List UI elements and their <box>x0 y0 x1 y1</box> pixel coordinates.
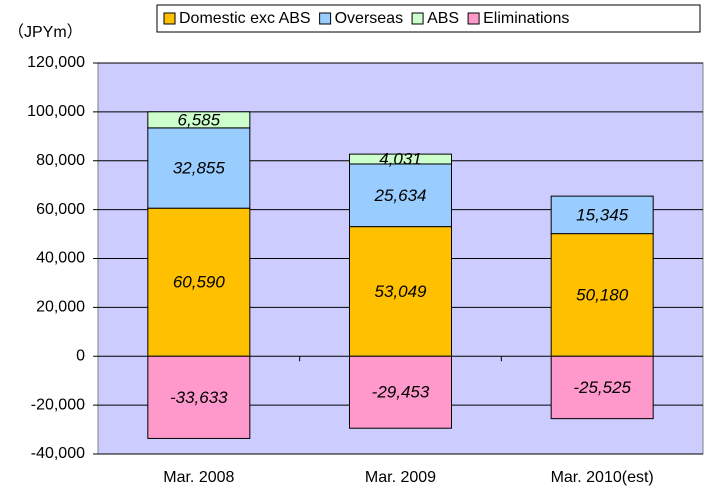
value-label: 15,345 <box>576 205 629 224</box>
value-label: -33,633 <box>170 388 228 407</box>
bar-segment <box>550 233 654 357</box>
value-label: 4,031 <box>379 150 422 169</box>
y-tick-label: 80,000 <box>36 152 85 169</box>
bar-segment <box>349 226 452 357</box>
x-tick-label: Mar. 2010(est) <box>551 469 654 486</box>
value-label: 50,180 <box>576 285 629 304</box>
legend-label: Overseas <box>335 10 403 27</box>
y-tick-label: 40,000 <box>36 250 85 267</box>
legend-swatch <box>411 12 424 25</box>
bar-segment <box>147 111 251 129</box>
legend-label: Eliminations <box>483 10 569 27</box>
legend-swatch <box>467 12 480 25</box>
y-tick-label: -20,000 <box>31 396 85 413</box>
y-tick-label: 120,000 <box>27 54 85 71</box>
value-label: 6,585 <box>178 110 221 129</box>
legend-swatch <box>319 12 332 25</box>
value-label: 60,590 <box>173 273 226 292</box>
x-tick-label: Mar. 2008 <box>163 469 234 486</box>
value-label: 53,049 <box>375 282 428 301</box>
legend-label: Domestic exc ABS <box>179 10 311 27</box>
y-tick-label: 100,000 <box>27 103 85 120</box>
value-label: -25,525 <box>573 378 631 397</box>
y-tick-label: 60,000 <box>36 201 85 218</box>
legend-label: ABS <box>427 10 459 27</box>
bar-segment <box>349 153 452 165</box>
x-tick-label: Mar. 2009 <box>365 469 436 486</box>
value-label: 25,634 <box>374 186 427 205</box>
unit-label: （JPYm） <box>8 23 83 41</box>
y-tick-label: 20,000 <box>36 299 85 316</box>
bar-segment <box>147 207 251 357</box>
bar-segment <box>550 355 654 420</box>
y-tick-label: -40,000 <box>31 445 85 462</box>
legend-swatch <box>163 12 176 25</box>
bar-segment <box>147 355 251 439</box>
bar-segment <box>349 163 452 228</box>
value-label: 32,855 <box>173 159 226 178</box>
value-label: -29,453 <box>372 383 430 402</box>
legend-box <box>156 4 701 33</box>
y-tick-label: 0 <box>76 347 85 364</box>
bar-segment <box>147 127 251 209</box>
bar-segment <box>550 195 654 235</box>
bar-segment <box>349 355 452 429</box>
